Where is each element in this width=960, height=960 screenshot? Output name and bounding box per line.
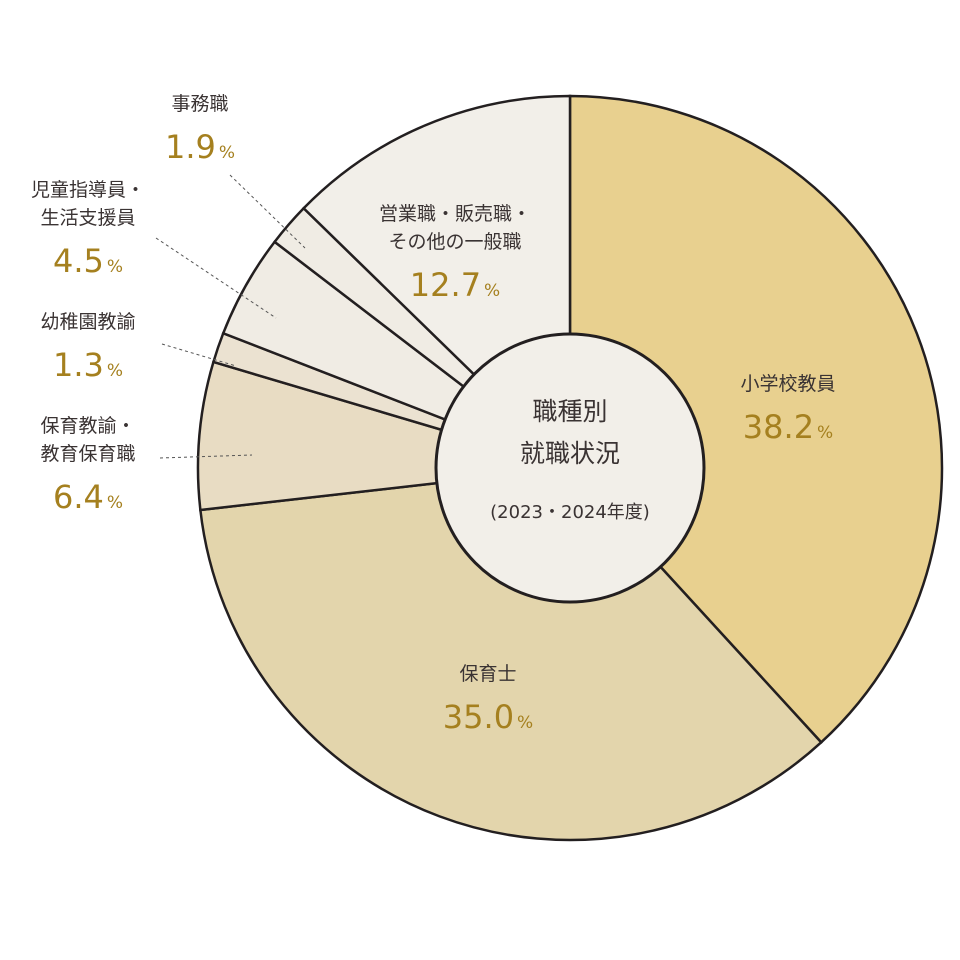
center-title-line: 職種別 xyxy=(532,397,607,426)
center-subtitle: (2023・2024年度) xyxy=(490,502,650,523)
slice-label-line: 教育保育職 xyxy=(40,443,135,465)
slice-label-1: 保育士 xyxy=(459,663,516,685)
slice-label-0: 小学校教員 xyxy=(740,373,835,395)
slice-label-line: 営業職・販売職・ xyxy=(379,203,531,225)
slice-label-line: 児童指導員・ xyxy=(31,179,145,201)
slice-value-6: 12.7% xyxy=(410,266,500,304)
slice-label-5: 事務職 xyxy=(171,93,228,115)
slice-label-3: 幼稚園教諭 xyxy=(40,311,135,333)
slice-label-line: 保育士 xyxy=(459,663,516,685)
center-circle xyxy=(434,332,706,604)
slice-label-line: 小学校教員 xyxy=(740,373,835,395)
slice-label-line: 事務職 xyxy=(171,93,228,115)
slice-label-line: 保育教諭・ xyxy=(40,415,135,437)
slice-value-0: 38.2% xyxy=(743,408,833,446)
slice-value-4: 4.5% xyxy=(53,242,123,280)
slice-label-2: 保育教諭・教育保育職 xyxy=(40,415,135,465)
slice-label-line: その他の一般職 xyxy=(388,231,521,253)
leader-line-4 xyxy=(155,237,277,319)
slice-label-4: 児童指導員・生活支援員 xyxy=(31,179,145,229)
slice-value-1: 35.0% xyxy=(443,698,533,736)
slice-value-3: 1.3% xyxy=(53,346,123,384)
slice-label-6: 営業職・販売職・その他の一般職 xyxy=(379,203,531,253)
pie-slice-0 xyxy=(568,94,944,745)
slice-label-line: 幼稚園教諭 xyxy=(40,311,135,333)
leader-line-3 xyxy=(161,343,237,367)
slice-value-5: 1.9% xyxy=(165,128,235,166)
center-title-line: 就職状況 xyxy=(520,439,620,468)
slice-label-line: 生活支援員 xyxy=(40,207,135,229)
pie-slice-1 xyxy=(198,466,823,842)
slice-value-2: 6.4% xyxy=(53,478,123,516)
